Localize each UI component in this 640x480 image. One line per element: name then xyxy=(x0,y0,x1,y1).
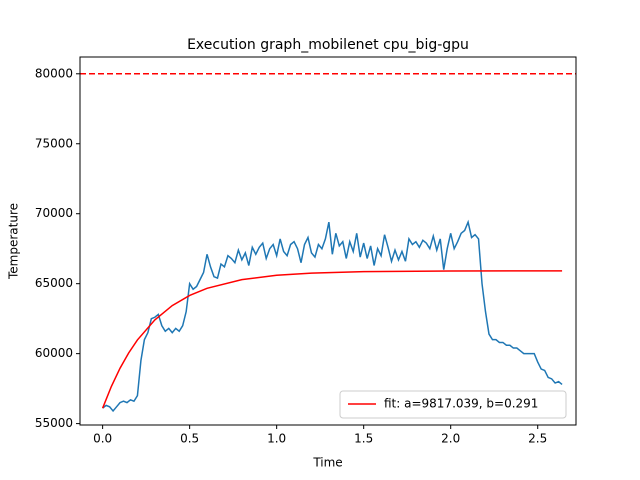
x-tick-label: 0.5 xyxy=(180,432,199,446)
y-tick-label: 60000 xyxy=(35,346,73,360)
legend-box xyxy=(339,390,567,419)
y-tick-label: 65000 xyxy=(35,276,73,290)
x-axis-label: Time xyxy=(312,456,342,470)
y-tick-label: 80000 xyxy=(35,66,73,80)
series-line xyxy=(101,270,563,409)
y-tick-label: 70000 xyxy=(35,206,73,220)
x-tick-label: 0.0 xyxy=(93,432,112,446)
x-tick-label: 1.0 xyxy=(267,432,286,446)
x-tick-label: 1.5 xyxy=(354,432,373,446)
x-tick-label: 2.5 xyxy=(528,432,547,446)
x-tick-label: 2.0 xyxy=(441,432,460,446)
y-axis-label: Temperature xyxy=(7,203,21,280)
y-tick-label: 75000 xyxy=(35,136,73,150)
plot-frame xyxy=(79,56,577,426)
y-tick-label: 55000 xyxy=(35,416,73,430)
chart-title: Execution graph_mobilenet cpu_big-gpu xyxy=(187,37,469,53)
legend-label: fit: a=9817.039, b=0.291 xyxy=(384,397,538,411)
series-line xyxy=(102,219,563,413)
